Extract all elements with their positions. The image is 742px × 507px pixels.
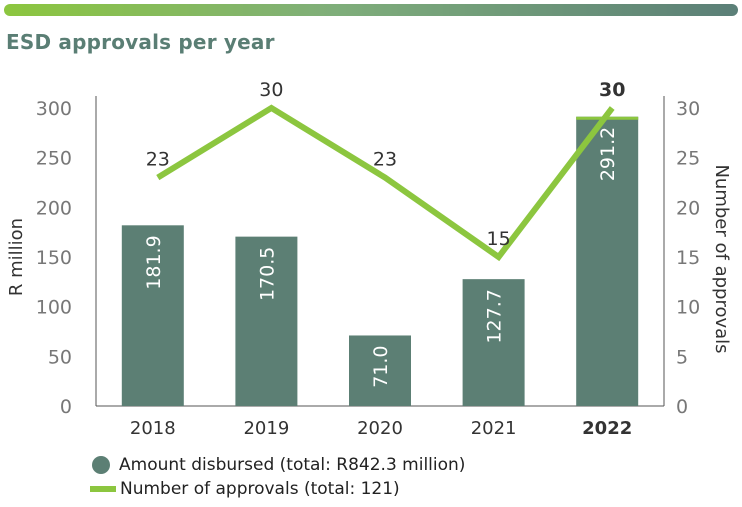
- legend-dot-icon: [92, 456, 110, 474]
- legend: Amount disbursed (total: R842.3 million)…: [90, 453, 465, 501]
- y-tick-label: 100: [36, 297, 72, 319]
- approvals-value-label: 15: [487, 228, 511, 250]
- y-tick-label: 200: [36, 197, 72, 219]
- bar-2019: [235, 236, 298, 406]
- approvals-value-label: 23: [146, 149, 170, 171]
- x-tick-label: 2018: [130, 418, 176, 439]
- y-tick-label: 0: [60, 396, 72, 418]
- y-tick-label: 300: [36, 98, 72, 120]
- bar-value-label: 71.0: [370, 345, 392, 387]
- y2-tick-label: 5: [676, 346, 688, 368]
- y2-axis-title: Number of approvals: [711, 164, 732, 353]
- x-tick-label: 2020: [357, 418, 403, 439]
- legend-label: Amount disbursed (total: R842.3 million): [119, 455, 466, 475]
- y2-tick-label: 10: [676, 297, 700, 319]
- approvals-value-label: 30: [259, 79, 283, 101]
- approvals-value-label: 30: [599, 79, 625, 101]
- x-tick-label: 2021: [471, 418, 517, 439]
- bar-value-label: 181.9: [143, 235, 165, 289]
- bar-value-label: 170.5: [256, 247, 278, 301]
- bar-2018: [121, 225, 184, 406]
- x-tick-label: 2019: [243, 418, 289, 439]
- legend-item-amount: Amount disbursed (total: R842.3 million): [90, 453, 465, 477]
- y2-tick-label: 30: [676, 98, 700, 120]
- legend-item-approvals: Number of approvals (total: 121): [90, 477, 465, 501]
- bar-2020: [349, 335, 411, 406]
- legend-line-icon: [90, 486, 116, 492]
- y2-tick-label: 20: [676, 197, 700, 219]
- y2-tick-label: 0: [676, 396, 688, 418]
- y2-tick-label: 25: [676, 148, 700, 170]
- x-tick-label: 2022: [582, 418, 632, 439]
- approvals-line-path: [156, 104, 615, 262]
- chart-title: ESD approvals per year: [6, 30, 275, 54]
- header-accent-bar: [4, 4, 738, 16]
- bar-value-label: 291.2: [597, 127, 619, 181]
- labels: 181.9 170.5 71.0 127.7 291.2 23 30 23 15 30: [143, 79, 626, 388]
- y2-tick-label: 15: [676, 247, 700, 269]
- bar-value-label: 127.7: [484, 289, 506, 343]
- approvals-line: [156, 104, 615, 262]
- approvals-value-label: 23: [373, 149, 397, 171]
- bar-2021: [462, 279, 525, 406]
- y-tick-label: 150: [36, 247, 72, 269]
- axes: 0 50 100 150 200 250 300 0 5 10 15 20 25 30 R million N…: [6, 96, 732, 439]
- bars: [121, 116, 639, 406]
- y-axis-title: R million: [6, 218, 27, 296]
- legend-label: Number of approvals (total: 121): [120, 479, 400, 499]
- y-tick-label: 250: [36, 148, 72, 170]
- bar-2022: [576, 116, 639, 406]
- y-tick-label: 50: [48, 346, 72, 368]
